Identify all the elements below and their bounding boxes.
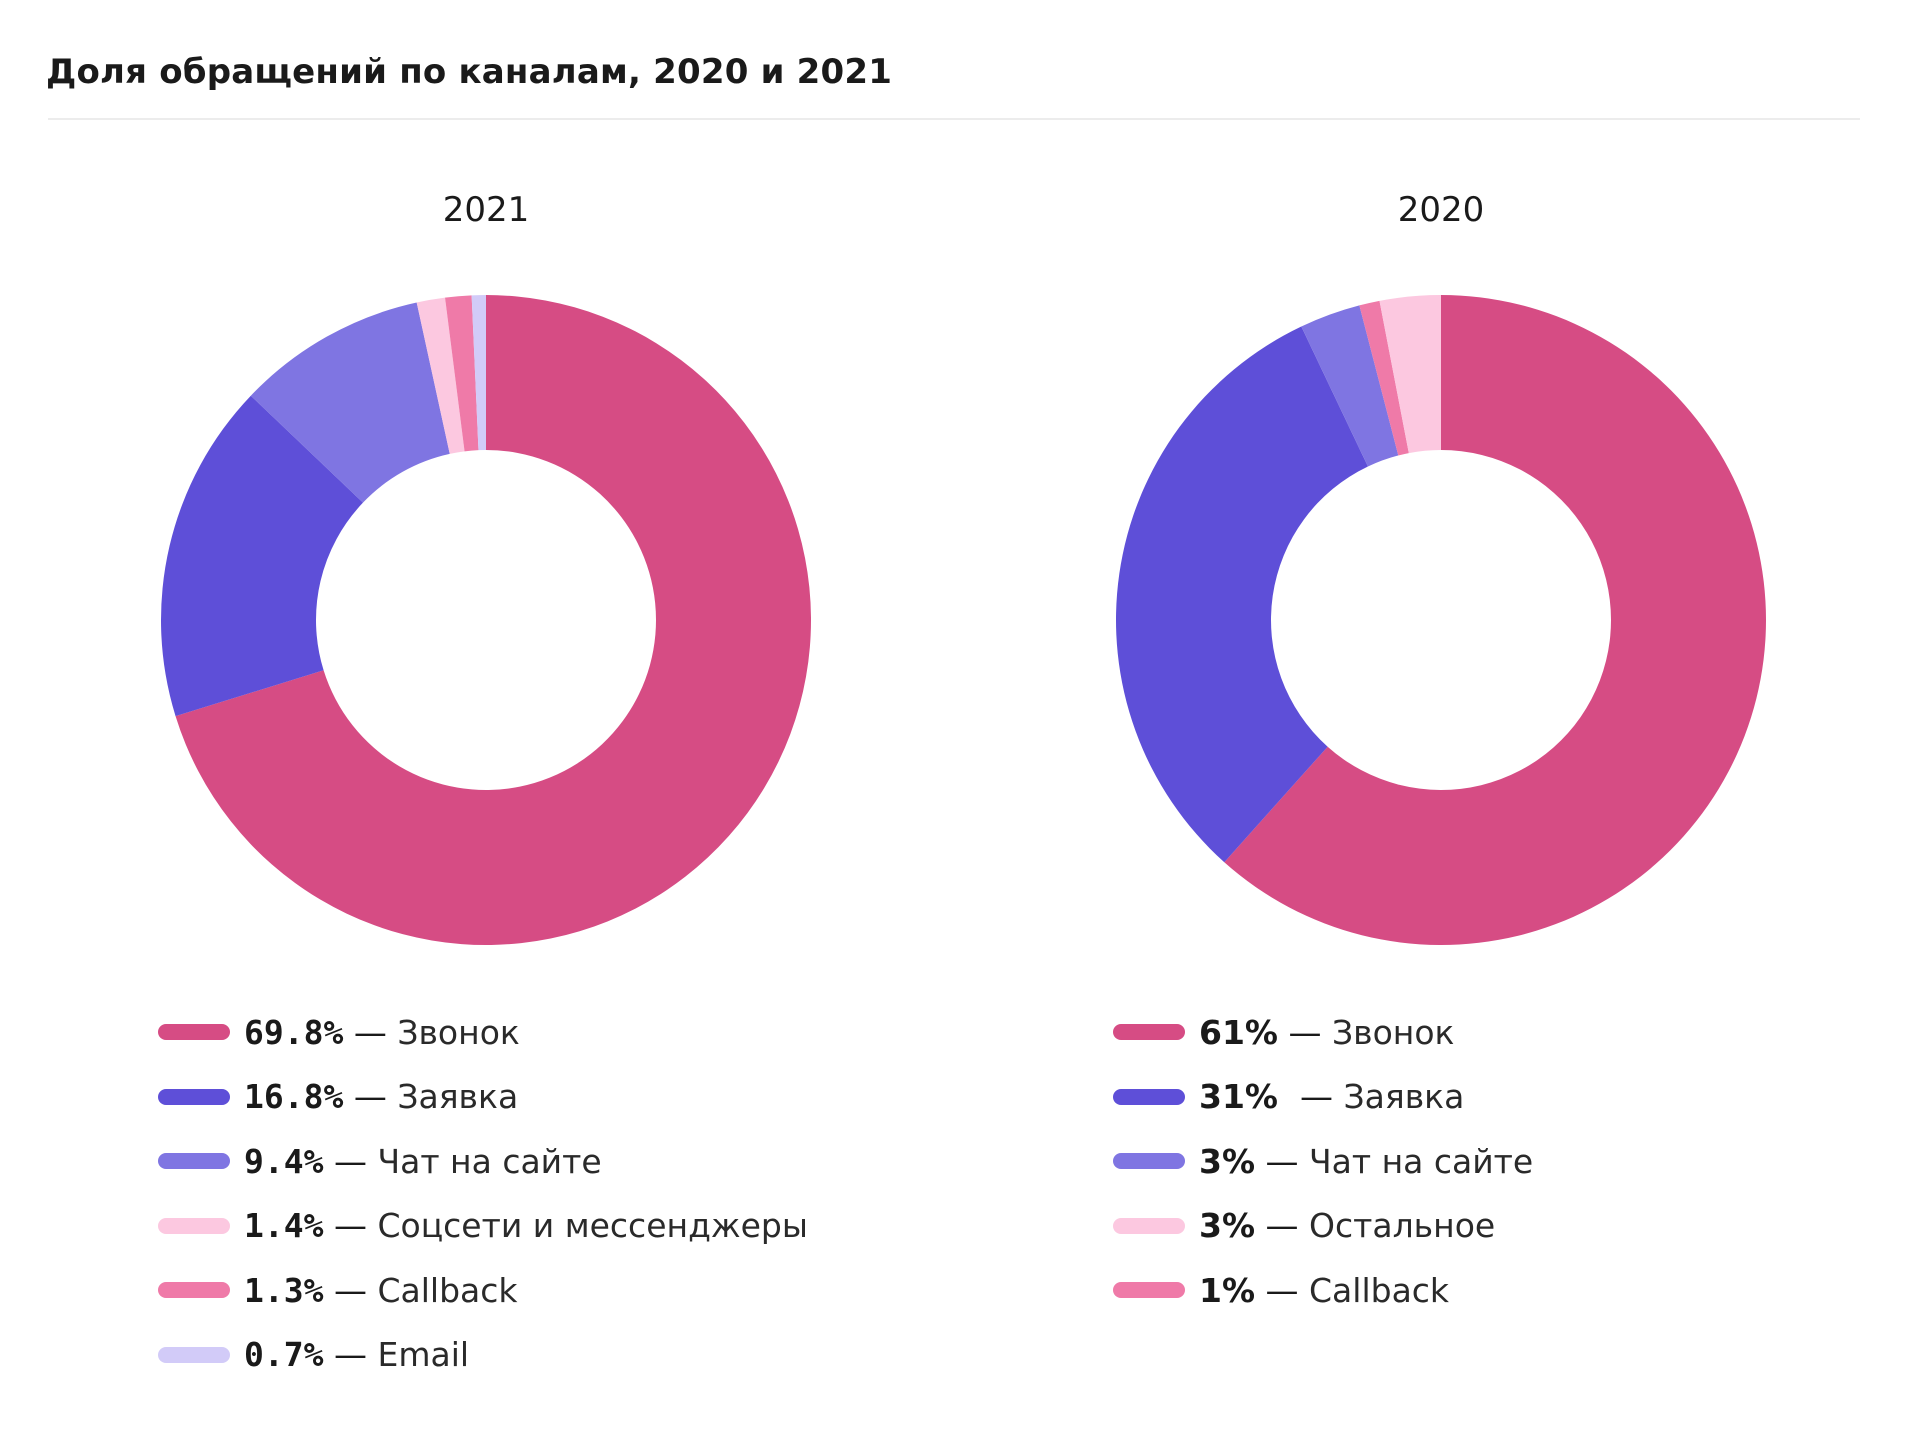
legend-label: Callback — [1309, 1270, 1450, 1310]
legend-item-site-chat-2021: 9.4% — Чат на сайте — [158, 1129, 808, 1194]
legend-separator: — — [323, 1141, 378, 1181]
slice-callback-2020 — [1359, 300, 1409, 456]
legend-separator: — — [1255, 1270, 1310, 1310]
legend-item-social-messengers-2021: 1.4% — Соцсети и мессенджеры — [158, 1194, 808, 1259]
legend-separator: — — [323, 1206, 378, 1246]
legend-percent: 31% — [1199, 1077, 1290, 1117]
donut-2021 — [161, 295, 812, 946]
legend-separator: — — [1255, 1206, 1310, 1246]
legend-item-site-chat-2020: 3% — Чат на сайте — [1113, 1129, 1533, 1194]
legend-2020: 61% — Звонок 31% — Заявка 3% — Чат на сайт… — [1113, 1000, 1533, 1323]
slice-call-2020 — [1224, 295, 1766, 945]
legend-label: Callback — [377, 1270, 518, 1310]
legend-percent: 61% — [1199, 1012, 1278, 1052]
chart-2020: 2020 61% — Звонок 31% — Заявка 3% — Чат на… — [995, 190, 1875, 1390]
legend-label: Звонок — [397, 1012, 520, 1052]
slice-email-2021 — [471, 295, 486, 451]
legend-separator: — — [323, 1270, 378, 1310]
legend-percent: 69.8% — [244, 1012, 344, 1052]
legend-percent: 1.3% — [244, 1270, 324, 1310]
legend-separator: — — [1255, 1141, 1310, 1181]
legend-percent: 16.8% — [244, 1077, 344, 1117]
legend-swatch — [158, 1282, 230, 1299]
slice-request-2021 — [161, 395, 363, 717]
legend-percent: 3% — [1199, 1206, 1256, 1246]
legend-item-other-2020: 3% — Остальное — [1113, 1194, 1533, 1259]
legend-2021: 69.8% — Звонок 16.8% — Заявка 9.4% — Чат н… — [158, 1000, 808, 1387]
slice-site-chat-2020 — [1301, 305, 1399, 467]
legend-swatch — [158, 1217, 230, 1234]
legend-separator: — — [1289, 1077, 1344, 1117]
title-divider — [48, 118, 1860, 120]
legend-item-request-2021: 16.8% — Заявка — [158, 1065, 808, 1130]
legend-percent: 1.4% — [244, 1206, 324, 1246]
legend-label: Остальное — [1309, 1206, 1496, 1246]
legend-percent: 1% — [1199, 1270, 1256, 1310]
legend-swatch — [1113, 1153, 1185, 1170]
legend-percent: 9.4% — [244, 1141, 324, 1181]
legend-item-email-2021: 0.7% — Email — [158, 1323, 808, 1388]
page-title: Доля обращений по каналам, 2020 и 2021 — [46, 52, 893, 92]
slice-request-2020 — [1116, 326, 1368, 863]
legend-separator: — — [343, 1077, 398, 1117]
chart-title-2020: 2020 — [1397, 190, 1485, 230]
legend-label: Звонок — [1331, 1012, 1455, 1052]
legend-label: Соцсети и мессенджеры — [377, 1206, 808, 1246]
legend-separator: — — [323, 1335, 378, 1375]
slice-call-2021 — [175, 295, 812, 946]
legend-item-request-2020: 31% — Заявка — [1113, 1065, 1533, 1130]
legend-item-call-2021: 69.8% — Звонок — [158, 1000, 808, 1065]
legend-swatch — [158, 1153, 230, 1170]
legend-label: Заявка — [1343, 1077, 1465, 1117]
slice-callback-2021 — [445, 295, 479, 452]
legend-item-callback-2021: 1.3% — Callback — [158, 1258, 808, 1323]
chart-2021: 2021 69.8% — Звонок 16.8% — Заявка 9.4% — … — [40, 190, 920, 1390]
legend-swatch — [1113, 1088, 1185, 1105]
legend-label: Чат на сайте — [1309, 1141, 1534, 1181]
slice-social-messengers-2021 — [416, 297, 465, 454]
donut-2020 — [1116, 295, 1766, 945]
legend-swatch — [158, 1346, 230, 1363]
legend-item-call-2020: 61% — Звонок — [1113, 1000, 1533, 1065]
legend-label: Email — [377, 1335, 470, 1375]
legend-swatch — [1113, 1282, 1185, 1299]
legend-label: Заявка — [397, 1077, 519, 1117]
slice-site-chat-2021 — [250, 302, 450, 503]
legend-percent: 0.7% — [244, 1335, 324, 1375]
legend-label: Чат на сайте — [377, 1141, 602, 1181]
legend-swatch — [158, 1088, 230, 1105]
legend-swatch — [1113, 1217, 1185, 1234]
chart-title-2021: 2021 — [442, 190, 530, 230]
legend-separator: — — [1278, 1012, 1332, 1052]
legend-percent: 3% — [1199, 1141, 1256, 1181]
legend-item-callback-2020: 1% — Callback — [1113, 1258, 1533, 1323]
legend-swatch — [158, 1024, 230, 1041]
legend-separator: — — [343, 1012, 398, 1052]
legend-swatch — [1113, 1024, 1185, 1041]
slice-other-2020 — [1379, 295, 1441, 454]
